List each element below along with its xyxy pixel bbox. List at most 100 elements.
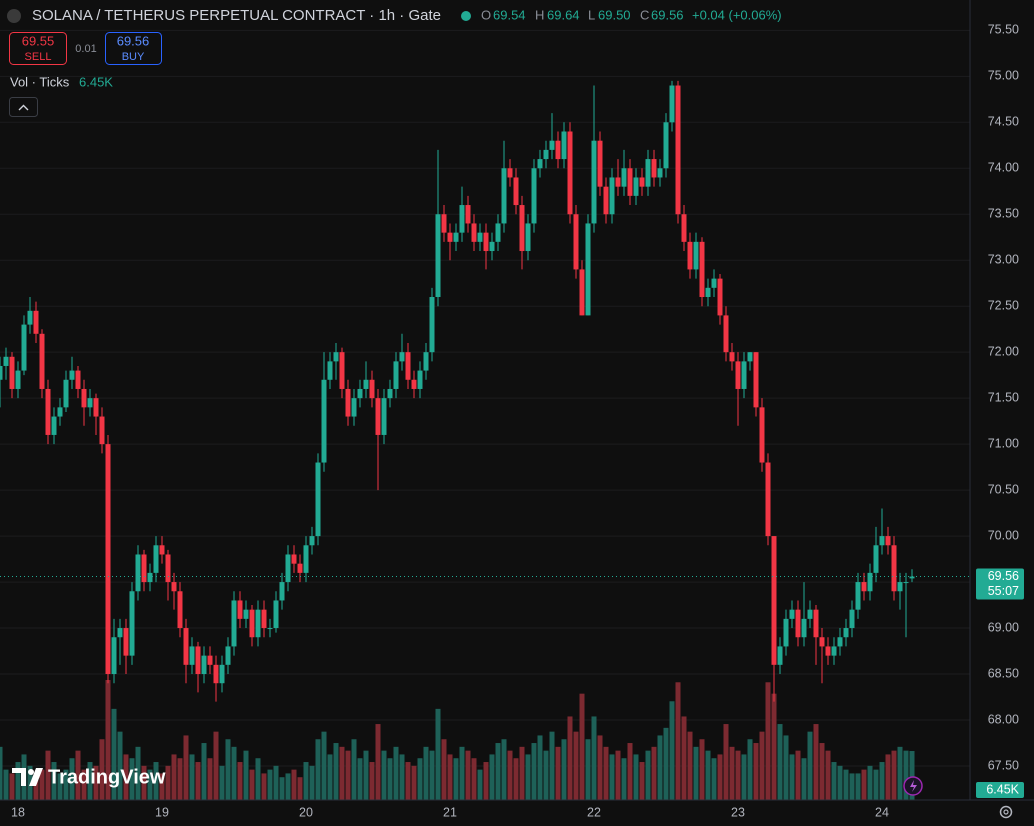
candle-body [189, 646, 195, 665]
volume-bar [3, 769, 9, 800]
candle-body [417, 370, 423, 389]
volume-bar [261, 773, 267, 800]
sell-price[interactable]: 69.55 [22, 33, 55, 48]
candle-body [249, 609, 255, 638]
symbol-icon[interactable] [7, 9, 21, 23]
volume-bar [543, 750, 549, 800]
volume-bar [309, 765, 315, 800]
candle-body [885, 536, 891, 546]
volume-bar [495, 743, 501, 800]
volume-bar [765, 682, 771, 800]
candle-body [141, 554, 147, 583]
candle-body [243, 609, 249, 619]
candle-body [429, 297, 435, 353]
x-tick-label: 19 [155, 805, 169, 819]
candle-body [651, 159, 657, 178]
volume-bar [291, 769, 297, 800]
candle-body [747, 352, 753, 362]
candle-body [117, 628, 123, 638]
candle-body [375, 398, 381, 435]
candle-body [183, 628, 189, 665]
candle-body [615, 177, 621, 187]
volume-bar [111, 708, 117, 800]
volume-bar [165, 765, 171, 800]
volume-bar [249, 769, 255, 800]
volume-bar [603, 746, 609, 800]
sell-button[interactable] [9, 32, 67, 65]
volume-bar [51, 762, 57, 800]
candle-body [519, 205, 525, 252]
settings-icon-center[interactable] [1003, 809, 1009, 815]
candle-body [657, 168, 663, 178]
candle-body [255, 609, 261, 638]
candle-body [345, 388, 351, 417]
candle-body [687, 241, 693, 270]
volume-bar [807, 731, 813, 800]
candle-body [297, 563, 303, 573]
volume-bar [537, 735, 543, 800]
collapse-icon[interactable] [18, 104, 29, 111]
chart-title: SOLANA / TETHERUS PERPETUAL CONTRACT · 1… [32, 7, 441, 24]
candle-body [327, 361, 333, 380]
candle-body [819, 637, 825, 647]
candle-body [399, 352, 405, 362]
volume-bar [753, 743, 759, 800]
collapse-button[interactable] [9, 97, 38, 117]
settings-icon[interactable] [999, 805, 1013, 819]
volume-badge [976, 782, 1024, 798]
volume-bar [861, 769, 867, 800]
volume-bar [399, 754, 405, 800]
buy-button[interactable] [105, 32, 162, 65]
ohlc-value: 69.56 [651, 7, 684, 22]
sell-label[interactable]: SELL [25, 51, 52, 63]
volume-bar [507, 750, 513, 800]
volume-bar [663, 727, 669, 800]
candle-body [777, 646, 783, 665]
candle-body [267, 628, 273, 630]
candle-body [639, 177, 645, 187]
volume-bar [147, 769, 153, 800]
y-tick-label: 71.50 [988, 390, 1019, 404]
ohlc-key: O [481, 7, 491, 22]
volume-bar [819, 743, 825, 800]
candle-body [435, 214, 441, 298]
y-tick-label: 74.00 [988, 161, 1019, 175]
buy-label[interactable]: BUY [122, 51, 145, 63]
volume-bar [735, 750, 741, 800]
volume-bar [705, 750, 711, 800]
volume-bar [855, 773, 861, 800]
volume-bar [903, 750, 909, 800]
volume-bar [273, 765, 279, 800]
alert-bolt[interactable] [910, 780, 917, 792]
candle-body [621, 168, 627, 187]
volume-bar [675, 682, 681, 800]
candle-body [597, 140, 603, 187]
candle-body [837, 637, 843, 647]
ohlc-value: 69.54 [493, 7, 526, 22]
volume-bar [777, 724, 783, 800]
volume-bar [429, 750, 435, 800]
candle-body [897, 582, 903, 592]
volume-bar [585, 739, 591, 800]
volume-bar [759, 731, 765, 800]
volume-bar [459, 746, 465, 800]
buy-price[interactable]: 69.56 [117, 33, 150, 48]
candle-body [477, 232, 483, 242]
candle-body [15, 370, 21, 389]
volume-bar [669, 701, 675, 800]
volume-bar [177, 758, 183, 800]
volume-bar [345, 750, 351, 800]
candle-layer [0, 80, 915, 702]
candle-body [699, 241, 705, 298]
volume-bar [711, 758, 717, 800]
y-tick-label: 75.50 [988, 23, 1019, 37]
volume-bar [123, 754, 129, 800]
candle-body [51, 416, 57, 435]
candle-body [285, 554, 291, 583]
volume-bar [183, 735, 189, 800]
candle-body [561, 131, 567, 160]
volume-bar [69, 758, 75, 800]
candle-body [891, 545, 897, 592]
y-tick-label: 72.50 [988, 299, 1019, 313]
